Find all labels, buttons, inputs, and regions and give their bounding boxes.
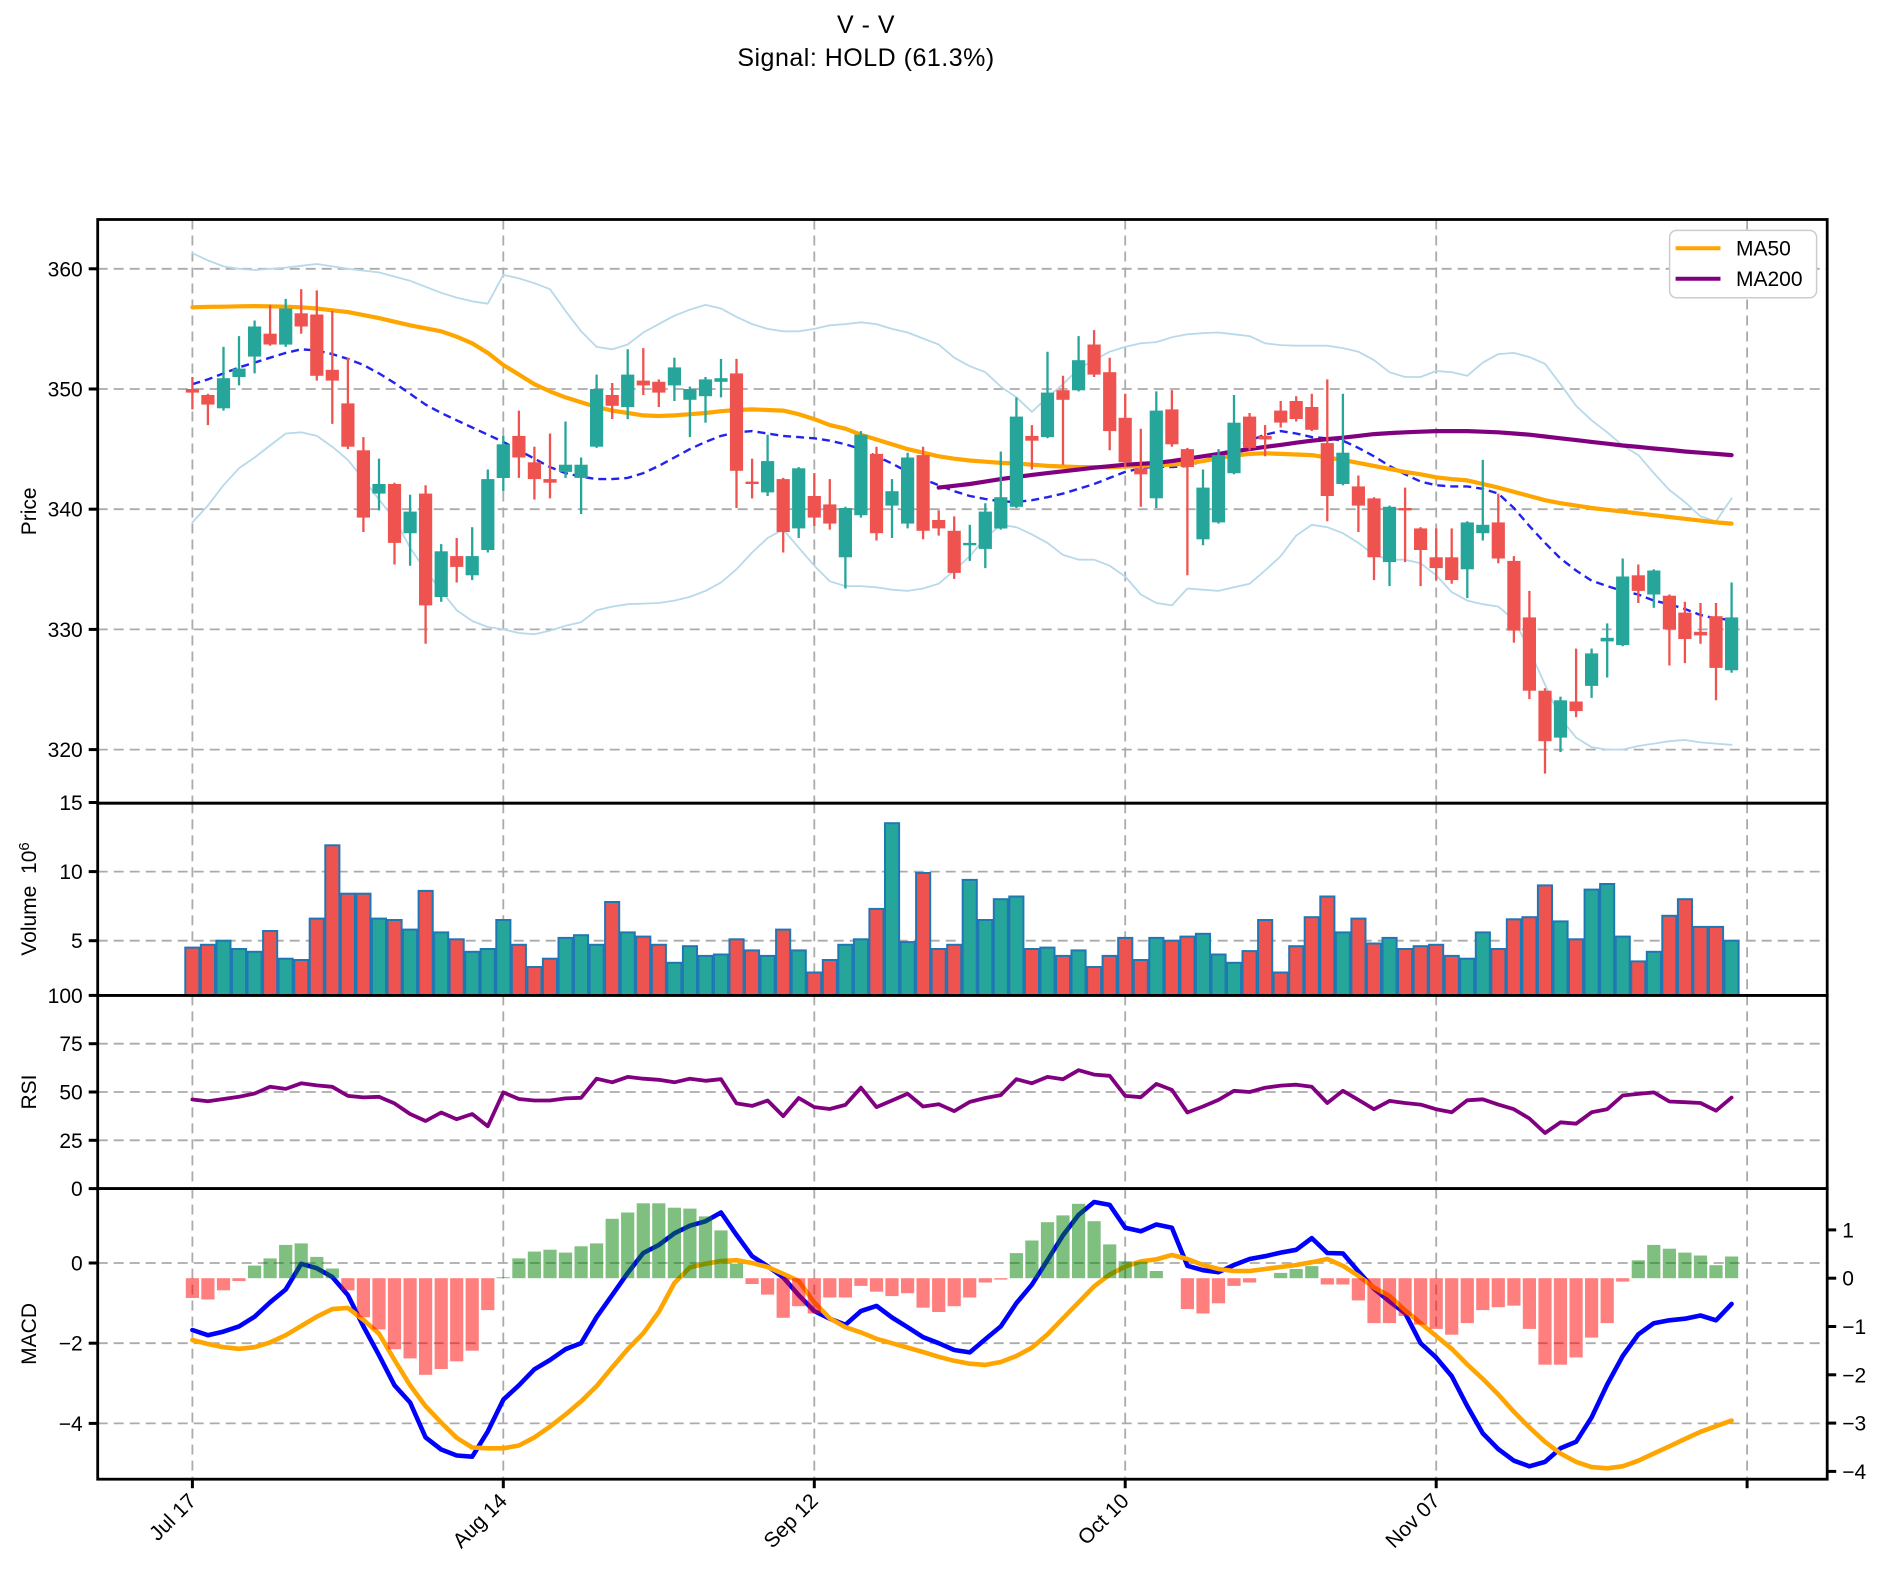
svg-text:0: 0 <box>71 1178 83 1201</box>
svg-text:0: 0 <box>71 1253 83 1276</box>
svg-text:MA50: MA50 <box>1736 238 1791 261</box>
svg-text:MA200: MA200 <box>1736 268 1803 291</box>
svg-text:50: 50 <box>59 1082 82 1105</box>
svg-text:Signal: HOLD (61.3%): Signal: HOLD (61.3%) <box>737 44 994 72</box>
svg-text:25: 25 <box>59 1130 82 1153</box>
svg-text:−3: −3 <box>1842 1413 1866 1436</box>
svg-text:−4: −4 <box>1842 1461 1866 1484</box>
svg-text:15: 15 <box>59 792 82 815</box>
svg-text:−4: −4 <box>59 1413 83 1436</box>
svg-text:5: 5 <box>71 930 83 953</box>
svg-text:360: 360 <box>48 258 83 281</box>
svg-text:−2: −2 <box>1842 1364 1866 1387</box>
svg-text:320: 320 <box>48 739 83 762</box>
svg-text:MACD: MACD <box>18 1303 41 1365</box>
svg-text:Volume 106: Volume 106 <box>16 842 41 955</box>
svg-text:330: 330 <box>48 619 83 642</box>
svg-text:340: 340 <box>48 499 83 522</box>
svg-text:100: 100 <box>48 985 83 1008</box>
svg-text:−2: −2 <box>59 1333 83 1356</box>
svg-text:10: 10 <box>59 861 82 884</box>
svg-text:Price: Price <box>18 487 41 535</box>
svg-text:350: 350 <box>48 379 83 402</box>
svg-text:1: 1 <box>1842 1219 1854 1242</box>
svg-text:V - V: V - V <box>837 11 895 39</box>
svg-text:−1: −1 <box>1842 1316 1866 1339</box>
svg-text:RSI: RSI <box>18 1074 41 1109</box>
svg-text:0: 0 <box>1842 1268 1854 1291</box>
svg-text:75: 75 <box>59 1033 82 1056</box>
